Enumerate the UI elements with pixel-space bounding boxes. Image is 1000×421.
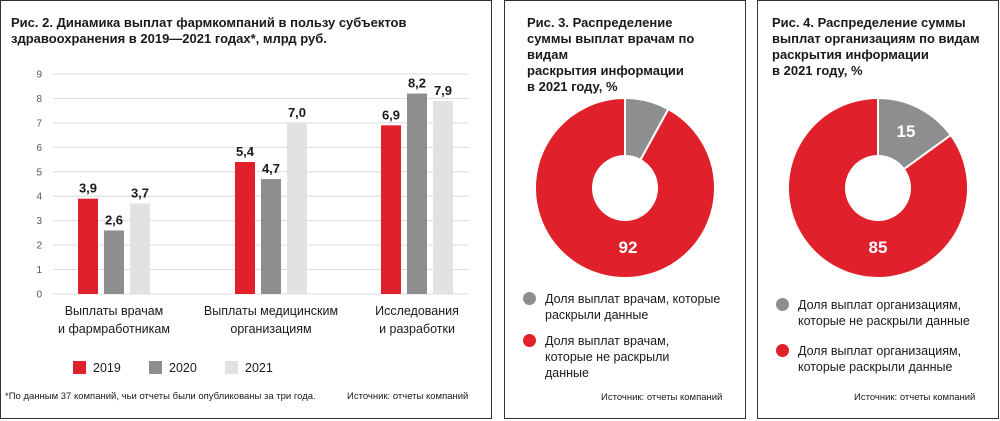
bar-source: Источник: отчеты компаний [347,391,469,402]
bar-value-label: 3,7 [131,186,149,201]
bar-value-label: 3,9 [79,181,97,196]
pie-slice-label: 92 [619,238,638,257]
bar-footnote: *По данным 37 компаний, чьи отчеты были … [5,391,316,402]
pie-chart-doctors-panel: Рис. 3. Распределение суммы выплат врача… [504,0,746,419]
legend-swatch [73,361,86,374]
bar-value-label: 5,4 [236,144,255,159]
pie-organizations-legend-label: Доля выплат организациям, которые раскры… [798,344,962,374]
bar-value-label: 4,7 [262,161,280,176]
y-tick-label: 3 [36,216,42,227]
pie-doctors-legend-item: Доля выплат врачам, которые не раскрыли … [523,333,743,383]
legend-swatch [149,361,162,374]
bar-chart-svg: 0 1 2 3 4 5 6 7 8 9 3,9 5,4 6,9 2,6 4,7 8,2 3,7 7,0 7,9 Вып… [36,70,469,375]
bar [407,93,427,294]
legend-swatch [523,292,536,305]
y-tick-label: 7 [36,118,42,129]
category-label: и фармработникам [58,322,170,336]
legend-swatch [225,361,238,374]
pie-doctors-title: Рис. 3. Распределение суммы выплат врача… [527,15,695,94]
pie-organizations-title: Рис. 4. Распределение суммы выплат орган… [772,15,980,78]
category-label: Выплаты медицинским [204,304,338,318]
legend-swatch [523,334,536,347]
y-tick-label: 8 [36,94,42,105]
pie-chart-organizations-panel: Рис. 4. Распределение суммы выплат орган… [757,0,999,419]
bar [261,179,281,294]
pie-slice-label: 15 [897,122,916,141]
bar-chart-panel: Рис. 2. Динамика выплат фармкомпаний в п… [0,0,492,419]
bar [287,122,307,294]
pie-slice [787,96,969,279]
category-label: Выплаты врачам [65,304,164,318]
y-tick-label: 9 [36,70,42,81]
pie-organizations-legend-label: Доля выплат организациям, которые не рас… [798,298,970,328]
y-tick-label: 6 [36,143,42,154]
pie-doctors-legend-label: Доля выплат врачам, которые не раскрыли … [545,334,670,380]
y-tick-label: 0 [36,290,42,301]
category-label: и разработки [379,322,455,336]
bar-value-label: 6,9 [382,107,400,122]
y-tick-label: 2 [36,241,42,252]
pie-organizations-legend-item: Доля выплат организациям, которые раскры… [776,343,996,383]
pie-doctors-source: Источник: отчеты компаний [601,392,723,403]
bar-value-label: 2,6 [105,212,123,227]
bar-value-label: 8,2 [408,76,426,91]
category-label: организациям [230,322,311,336]
pie-organizations-legend-item: Доля выплат организациям, которые не рас… [776,297,996,337]
pie-organizations-source: Источник: отчеты компаний [854,392,976,403]
bar [130,203,150,294]
bar [381,125,401,294]
bar [235,162,255,294]
category-label: Исследования [375,304,459,318]
bar-value-label: 7,0 [288,105,306,120]
legend-label: 2021 [245,361,273,375]
y-tick-label: 1 [36,265,42,276]
bar-chart-title: Рис. 2. Динамика выплат фармкомпаний в п… [11,15,407,46]
pie-slice [534,96,716,279]
bar [433,100,453,294]
pie-doctors-svg: 892 [534,96,716,279]
pie-doctors-legend-label: Доля выплат врачам, которые раскрыли дан… [545,292,721,322]
bar [104,230,124,294]
bar-value-label: 7,9 [434,83,452,98]
legend-swatch [776,298,789,311]
legend-label: 2019 [93,361,121,375]
legend-swatch [776,344,789,357]
pie-slice-label: 85 [869,238,888,257]
y-tick-label: 4 [36,192,42,203]
bar [78,198,98,294]
y-tick-label: 5 [36,167,42,178]
pie-doctors-legend-item: Доля выплат врачам, которые раскрыли дан… [523,291,743,331]
legend-label: 2020 [169,361,197,375]
